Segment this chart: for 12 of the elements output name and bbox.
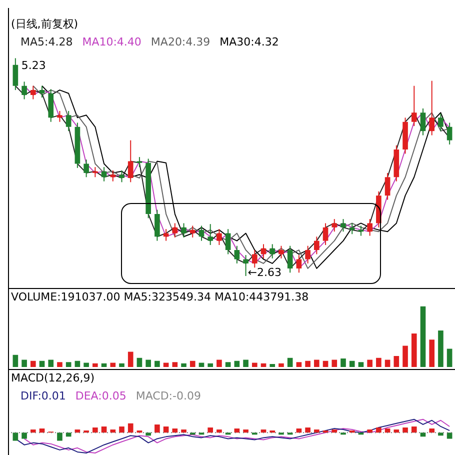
chart-title: (日线,前复权) [11,17,78,30]
text: MA30:4.32 [220,36,279,49]
text: MA5:4.28 [20,36,73,49]
annotation: ←2.63 [248,266,282,279]
text: DIF:0.01 [20,390,66,403]
text: MA20:4.39 [150,36,210,49]
annotation: 5.23 [21,59,46,72]
chart-title: VOLUME:191037.00 MA5:323549.34 MA10:443791.38 [11,290,309,304]
text: DEA:0.05 [75,390,126,403]
chart-title: MACD(12,26,9) [11,371,95,384]
text: MA10:4.40 [82,36,142,49]
series-label: MACD:-0.09 [136,390,201,403]
